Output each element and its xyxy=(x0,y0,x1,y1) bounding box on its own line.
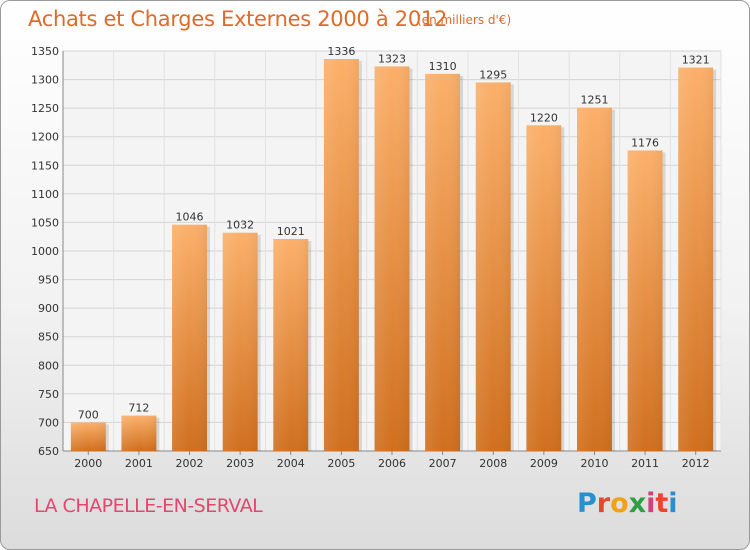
bar-highlight xyxy=(475,82,511,451)
y-tick-label: 1100 xyxy=(31,188,59,201)
y-tick-label: 1150 xyxy=(31,159,59,172)
bar-value-label: 700 xyxy=(78,408,99,421)
y-tick-label: 900 xyxy=(38,302,59,315)
y-tick-label: 800 xyxy=(38,359,59,372)
bar-value-label: 1021 xyxy=(277,225,305,238)
y-tick-label: 1200 xyxy=(31,131,59,144)
x-tick-label: 2011 xyxy=(631,457,659,470)
bar-value-label: 1251 xyxy=(580,94,608,107)
bar-value-label: 1336 xyxy=(327,45,355,58)
bar-highlight xyxy=(323,59,359,451)
bar-value-label: 1176 xyxy=(631,136,659,149)
chart-title: Achats et Charges Externes 2000 à 2012 xyxy=(28,7,448,31)
x-tick-label: 2008 xyxy=(479,457,507,470)
bar-value-label: 1295 xyxy=(479,68,507,81)
logo-letter-7: i xyxy=(668,488,678,519)
x-tick-label: 2002 xyxy=(176,457,204,470)
x-tick-label: 2001 xyxy=(125,457,153,470)
bar-value-label: 1323 xyxy=(378,52,406,65)
x-tick-label: 2003 xyxy=(226,457,254,470)
bar-highlight xyxy=(678,67,714,452)
y-tick-label: 700 xyxy=(38,416,59,429)
x-tick-label: 2012 xyxy=(682,457,710,470)
bar-value-label: 1321 xyxy=(682,54,710,67)
bar-highlight xyxy=(172,224,208,451)
bar-highlight xyxy=(627,150,663,451)
y-tick-label: 1050 xyxy=(31,216,59,229)
logo-letter-5: i xyxy=(646,488,656,519)
bar-value-label: 1310 xyxy=(429,60,457,73)
bar-highlight xyxy=(222,232,258,451)
y-tick-label: 1350 xyxy=(31,45,59,58)
x-tick-label: 2005 xyxy=(327,457,355,470)
x-tick-label: 2006 xyxy=(378,457,406,470)
y-tick-label: 950 xyxy=(38,274,59,287)
chart-subtitle: (en milliers d'€) xyxy=(417,13,512,27)
bar-highlight xyxy=(121,415,157,451)
logo-letter-1: P xyxy=(577,488,597,519)
bar-value-label: 1032 xyxy=(226,219,254,232)
x-tick-label: 2009 xyxy=(530,457,558,470)
logo-letter-2: r xyxy=(596,488,611,519)
y-tick-label: 1250 xyxy=(31,102,59,115)
y-tick-label: 1300 xyxy=(31,74,59,87)
bar-highlight xyxy=(374,66,410,451)
bar-highlight xyxy=(425,73,461,451)
logo-letter-3: o xyxy=(610,488,629,519)
bar-highlight xyxy=(273,239,309,451)
bar-value-label: 1220 xyxy=(530,111,558,124)
y-tick-label: 1000 xyxy=(31,245,59,258)
y-tick-label: 750 xyxy=(38,388,59,401)
x-tick-label: 2007 xyxy=(429,457,457,470)
logo-letter-6: t xyxy=(655,488,669,519)
y-tick-label: 850 xyxy=(38,331,59,344)
bar-value-label: 1046 xyxy=(176,211,204,224)
x-tick-label: 2004 xyxy=(277,457,305,470)
logo-letter-4: x xyxy=(628,488,647,519)
bar-value-label: 712 xyxy=(128,402,149,415)
bar-highlight xyxy=(526,125,562,452)
bar-highlight xyxy=(576,107,612,452)
y-tick-label: 650 xyxy=(38,445,59,458)
bar-highlight xyxy=(70,422,106,451)
proxiti-logo: Proxiti xyxy=(577,488,678,519)
x-tick-label: 2000 xyxy=(74,457,102,470)
x-tick-label: 2010 xyxy=(580,457,608,470)
commune-name: LA CHAPELLE-EN-SERVAL xyxy=(34,495,263,517)
